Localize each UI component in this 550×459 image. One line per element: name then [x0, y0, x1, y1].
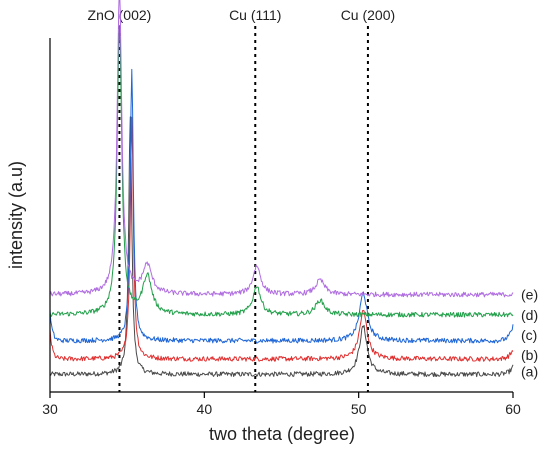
series-label: (e): [521, 287, 538, 303]
series-trace: [49, 68, 514, 344]
x-ticks: 30 40 50 60: [42, 392, 521, 417]
series-trace: [49, 24, 514, 318]
series-label: (b): [521, 347, 538, 363]
series-label: (c): [521, 327, 537, 343]
x-tick-label: 50: [351, 401, 367, 417]
reference-lines: ZnO (002) Cu (111) Cu (200): [88, 7, 395, 392]
axes: [49, 38, 513, 393]
y-axis-title: intensity (a.u): [6, 161, 26, 269]
x-axis-title: two theta (degree): [209, 424, 355, 444]
x-tick-label: 40: [197, 401, 213, 417]
series-trace: [49, 0, 514, 298]
x-tick-label: 30: [42, 401, 58, 417]
series-label: (a): [521, 363, 538, 379]
series-traces: (a)(b) (c) (d) (e): [49, 0, 538, 379]
reference-label: Cu (111): [229, 7, 281, 23]
series-label: (d): [521, 307, 538, 323]
series-trace: [49, 116, 514, 362]
reference-label: Cu (200): [341, 7, 395, 23]
series-trace: [49, 116, 514, 378]
x-tick-label: 60: [505, 401, 521, 417]
reference-label: ZnO (002): [88, 7, 152, 23]
